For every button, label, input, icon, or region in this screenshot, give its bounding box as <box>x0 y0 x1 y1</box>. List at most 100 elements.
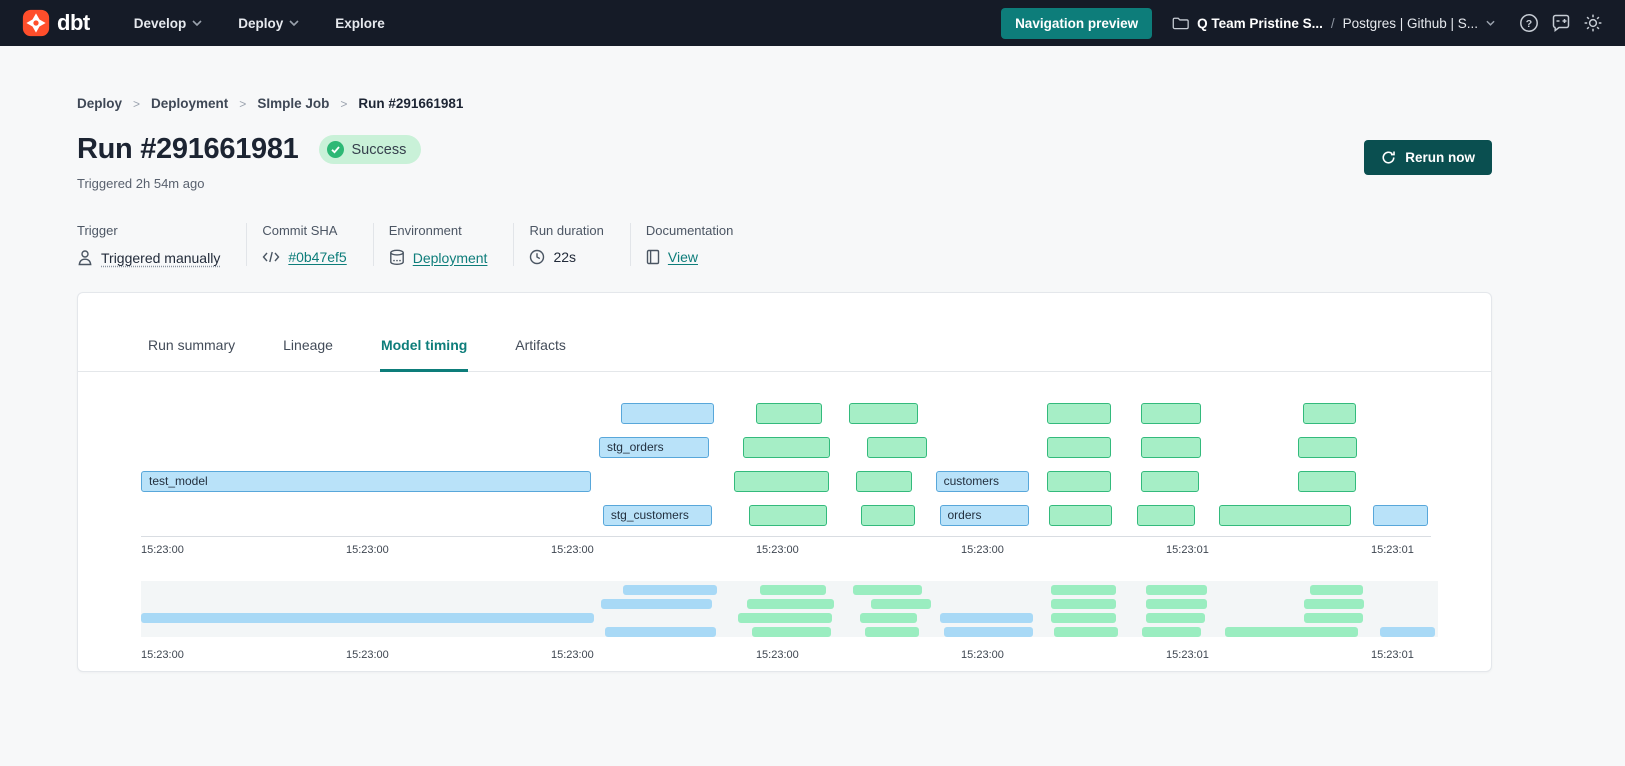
docs-icon <box>646 249 660 265</box>
overview-time-axis: 15:23:00 15:23:00 15:23:00 15:23:00 15:23:00… <box>141 649 1431 663</box>
time-tick: 15:23:00 <box>755 544 799 556</box>
gantt-bar[interactable] <box>1049 505 1113 526</box>
help-icon[interactable]: ? <box>1519 13 1539 33</box>
nav-item-develop[interactable]: Develop <box>134 16 203 31</box>
breadcrumb-deploy[interactable]: Deploy <box>77 96 123 111</box>
gantt-bar[interactable] <box>620 403 714 424</box>
navigation-preview-button[interactable]: Navigation preview <box>1001 7 1153 39</box>
time-tick: 15:23:00 <box>961 649 1004 661</box>
overview-bar <box>1051 585 1117 595</box>
breadcrumb-separator: > <box>340 96 348 111</box>
gantt-bar[interactable] <box>849 403 918 424</box>
time-tick: 15:23:00 <box>961 544 1004 556</box>
gantt-bar-label: stg_customers <box>610 508 689 522</box>
time-tick: 15:23:00 <box>755 649 799 661</box>
rerun-now-label: Rerun now <box>1405 150 1475 165</box>
time-tick: 15:23:01 <box>1371 544 1414 556</box>
environment-link[interactable]: Deployment <box>412 249 488 266</box>
brand-text: dbt <box>57 10 90 35</box>
gantt-bar-customers[interactable]: customers <box>935 471 1029 492</box>
chevron-down-icon <box>289 20 299 26</box>
meta-trigger: Trigger Triggered manually <box>77 223 246 266</box>
time-tick: 15:23:01 <box>1371 649 1414 661</box>
gantt-bar[interactable] <box>748 505 828 526</box>
run-metadata: Trigger Triggered manually Commit SHA <box>77 223 1625 266</box>
time-tick: 15:23:00 <box>550 544 594 556</box>
meta-run-duration: Run duration 22s <box>513 223 629 266</box>
gantt-bar[interactable] <box>743 437 830 458</box>
gantt-plot: stg_orders test_model customers stg_custome… <box>141 391 1431 537</box>
documentation-view-link[interactable]: View <box>667 249 698 265</box>
overview-bar <box>853 585 922 595</box>
dbt-logo-icon <box>22 9 50 37</box>
gantt-bar[interactable] <box>1046 437 1112 458</box>
overview-bar <box>737 613 833 623</box>
overview-bar <box>601 599 712 609</box>
gantt-bar-orders[interactable]: orders <box>939 505 1029 526</box>
gantt-bar[interactable] <box>1046 403 1112 424</box>
refresh-icon <box>1381 150 1396 165</box>
folder-icon <box>1172 16 1189 30</box>
gantt-bar[interactable] <box>867 437 927 458</box>
time-tick: 15:23:00 <box>345 649 389 661</box>
tab-lineage[interactable]: Lineage <box>283 337 333 353</box>
gantt-bar[interactable] <box>1140 471 1199 492</box>
overview-bar <box>871 599 931 609</box>
nav-menu: Develop Deploy Explore <box>134 16 385 31</box>
dbt-logo[interactable]: dbt <box>22 9 90 37</box>
overview-bar <box>1304 599 1365 609</box>
gantt-bar-test_model[interactable]: test_model <box>141 471 592 492</box>
meta-label: Run duration <box>529 223 604 238</box>
nav-item-explore[interactable]: Explore <box>335 16 385 31</box>
overview-bar <box>1054 627 1118 637</box>
overview-minimap[interactable] <box>141 581 1438 637</box>
breadcrumb-deployment[interactable]: Deployment <box>151 96 229 111</box>
gantt-bar[interactable] <box>860 505 915 526</box>
gantt-bar[interactable] <box>1046 471 1112 492</box>
gear-icon[interactable] <box>1583 13 1603 33</box>
time-tick: 15:23:01 <box>1166 649 1209 661</box>
tab-artifacts[interactable]: Artifacts <box>515 337 566 353</box>
commit-sha-link[interactable]: #0b47ef5 <box>288 249 347 265</box>
gantt-bar[interactable] <box>756 403 823 424</box>
overview-bar <box>939 613 1034 623</box>
nav-item-deploy[interactable]: Deploy <box>238 16 299 31</box>
page-title: Run #291661981 <box>77 133 299 165</box>
gantt-bar[interactable] <box>1219 505 1352 526</box>
check-circle-icon <box>326 141 344 158</box>
feedback-icon[interactable] <box>1551 13 1571 33</box>
overview-bar <box>623 585 717 595</box>
breadcrumb-job[interactable]: SImple Job <box>257 96 330 111</box>
model-timing-chart: stg_orders test_model customers stg_custome… <box>141 391 1438 663</box>
gantt-bar[interactable] <box>1140 437 1202 458</box>
gantt-bar-stg_customers[interactable]: stg_customers <box>602 505 713 526</box>
overview-bar <box>864 627 920 637</box>
run-detail-card: Run summary Lineage Model timing Artifac… <box>77 292 1492 672</box>
meta-documentation: Documentation View <box>629 223 759 266</box>
gantt-bar[interactable] <box>734 471 829 492</box>
gantt-bar[interactable] <box>1372 505 1429 526</box>
tab-run-summary[interactable]: Run summary <box>148 337 236 353</box>
environment-icon <box>389 249 405 266</box>
overview-bar <box>605 627 716 637</box>
tab-model-timing[interactable]: Model timing <box>379 293 469 372</box>
gantt-bar-label: stg_orders <box>606 440 664 454</box>
gantt-bar[interactable] <box>1136 505 1195 526</box>
status-badge-label: Success <box>351 141 407 158</box>
rerun-now-button[interactable]: Rerun now <box>1364 140 1492 175</box>
gantt-bar[interactable] <box>1140 403 1202 424</box>
gantt-bar[interactable] <box>1298 471 1357 492</box>
overview-bar <box>1309 585 1363 595</box>
overview-bar <box>759 585 826 595</box>
trigger-value[interactable]: Triggered manually <box>101 249 221 266</box>
gantt-bar[interactable] <box>1298 437 1358 458</box>
overview-bar <box>1051 613 1117 623</box>
gantt-bar[interactable] <box>855 471 913 492</box>
time-tick: 15:23:00 <box>141 649 184 661</box>
time-tick: 15:23:00 <box>141 544 184 556</box>
project-selector[interactable]: Q Team Pristine S... / Postgres | Github… <box>1172 16 1495 31</box>
gantt-bar[interactable] <box>1303 403 1357 424</box>
meta-label: Trigger <box>77 223 118 238</box>
gantt-bar-stg_orders[interactable]: stg_orders <box>598 437 709 458</box>
